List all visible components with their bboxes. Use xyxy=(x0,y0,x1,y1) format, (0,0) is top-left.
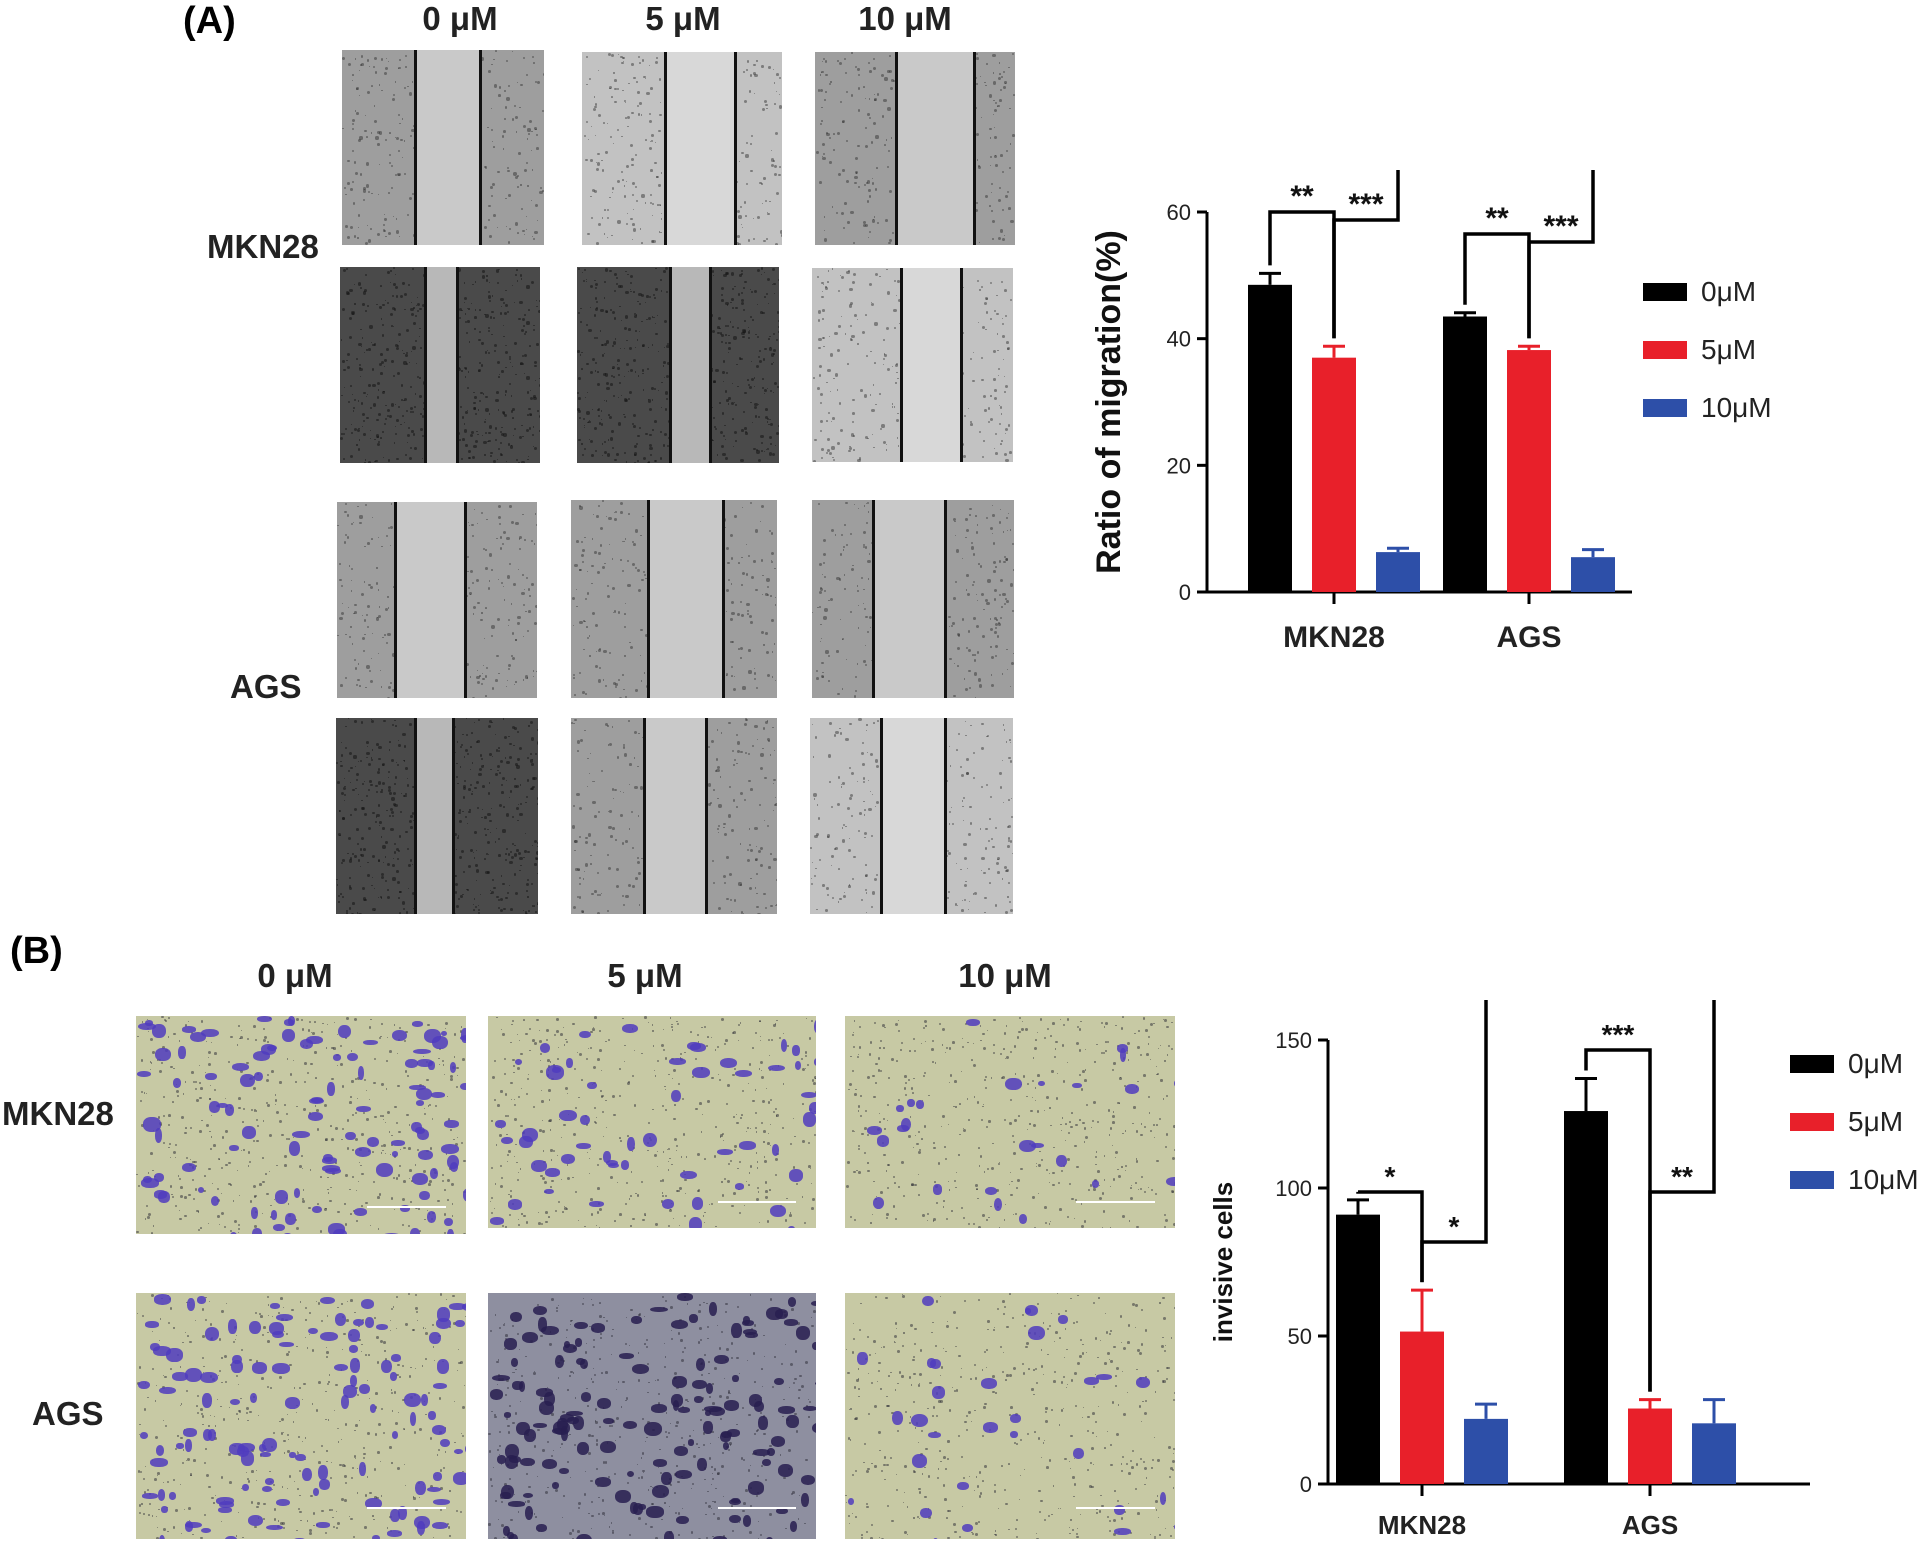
bar xyxy=(1336,1214,1380,1484)
bar xyxy=(1400,1331,1444,1484)
legend-label: 5μM xyxy=(1848,1106,1903,1137)
bar xyxy=(1464,1418,1508,1484)
significance-stars: ** xyxy=(1485,202,1509,235)
significance-stars: *** xyxy=(1543,210,1578,243)
transwell-image-ags-0um xyxy=(136,1293,466,1539)
wound-image-ags-5um-24h xyxy=(571,718,777,914)
bar xyxy=(1628,1408,1672,1484)
panel-b-col-5um: 5 μM xyxy=(535,957,755,995)
significance-stars: *** xyxy=(1348,188,1383,221)
panel-a-label: (A) xyxy=(183,0,236,43)
x-tick-label: AGS xyxy=(1622,1510,1678,1540)
legend-label: 0μM xyxy=(1848,1048,1903,1079)
panel-a-row-ags: AGS xyxy=(230,668,302,706)
bar xyxy=(1692,1423,1736,1484)
transwell-image-mkn28-5um xyxy=(488,1016,816,1228)
panel-a-col-0um: 0 μM xyxy=(350,0,570,38)
significance-bracket xyxy=(1420,1000,1488,1283)
wound-image-mkn28-5um-0h xyxy=(582,52,782,245)
transwell-image-ags-10um xyxy=(845,1293,1175,1539)
legend-swatch xyxy=(1643,341,1687,359)
legend-label: 10μM xyxy=(1848,1164,1919,1195)
y-axis-title: invisive cells xyxy=(1210,1182,1238,1342)
significance-bracket xyxy=(1356,1190,1424,1283)
wound-image-mkn28-0um-24h xyxy=(340,267,540,463)
panel-b-row-mkn28: MKN28 xyxy=(2,1095,114,1133)
wound-image-ags-0um-0h xyxy=(337,502,537,698)
significance-stars: * xyxy=(1449,1211,1460,1242)
wound-image-ags-5um-0h xyxy=(571,500,777,698)
significance-bracket xyxy=(1648,1000,1716,1392)
x-tick-label: AGS xyxy=(1496,621,1561,654)
panel-b-label: (B) xyxy=(10,930,63,973)
transwell-image-mkn28-0um xyxy=(136,1016,466,1234)
x-tick-label: MKN28 xyxy=(1378,1510,1466,1540)
bar xyxy=(1443,316,1487,592)
panel-a-col-10um: 10 μM xyxy=(795,0,1015,38)
y-tick-label: 0 xyxy=(1300,1472,1312,1497)
significance-stars: ** xyxy=(1671,1161,1693,1192)
y-tick-label: 40 xyxy=(1167,327,1191,352)
bar xyxy=(1248,284,1292,592)
y-axis-title: Ratio of migration(%) xyxy=(1090,230,1128,574)
bar xyxy=(1376,552,1420,592)
wound-image-ags-10um-0h xyxy=(812,500,1014,698)
legend-label: 10μM xyxy=(1701,392,1772,423)
significance-stars: * xyxy=(1385,1161,1396,1192)
y-tick-label: 150 xyxy=(1275,1028,1312,1053)
transwell-image-mkn28-10um xyxy=(845,1016,1175,1228)
legend-swatch xyxy=(1790,1113,1834,1131)
wound-image-mkn28-0um-0h xyxy=(342,50,544,245)
bar xyxy=(1507,350,1551,592)
significance-bracket xyxy=(1527,170,1595,339)
wound-image-mkn28-10um-24h xyxy=(812,268,1013,462)
y-tick-label: 100 xyxy=(1275,1176,1312,1201)
bar xyxy=(1312,357,1356,592)
y-tick-label: 0 xyxy=(1179,580,1191,605)
legend-label: 0μM xyxy=(1701,276,1756,307)
y-tick-label: 50 xyxy=(1288,1324,1312,1349)
wound-image-ags-10um-24h xyxy=(810,718,1013,914)
wound-image-mkn28-5um-24h xyxy=(577,267,779,463)
legend-swatch xyxy=(1643,399,1687,417)
transwell-image-ags-5um xyxy=(488,1293,816,1539)
panel-b-col-0um: 0 μM xyxy=(185,957,405,995)
legend-label: 5μM xyxy=(1701,334,1756,365)
y-tick-label: 20 xyxy=(1167,453,1191,478)
y-tick-label: 60 xyxy=(1167,200,1191,225)
legend-swatch xyxy=(1643,283,1687,301)
panel-a-col-5um: 5 μM xyxy=(573,0,793,38)
panel-a-row-mkn28: MKN28 xyxy=(207,228,319,266)
bar xyxy=(1564,1111,1608,1484)
legend-swatch xyxy=(1790,1171,1834,1189)
legend-swatch xyxy=(1790,1055,1834,1073)
panel-b-col-10um: 10 μM xyxy=(895,957,1115,995)
wound-image-mkn28-10um-0h xyxy=(815,52,1015,245)
significance-stars: *** xyxy=(1602,1019,1635,1050)
x-tick-label: MKN28 xyxy=(1283,621,1385,654)
significance-stars: ** xyxy=(1290,180,1314,213)
bar xyxy=(1571,557,1615,592)
significance-bracket xyxy=(1332,170,1400,339)
panel-b-row-ags: AGS xyxy=(32,1395,104,1433)
wound-image-ags-0um-24h xyxy=(336,718,538,914)
